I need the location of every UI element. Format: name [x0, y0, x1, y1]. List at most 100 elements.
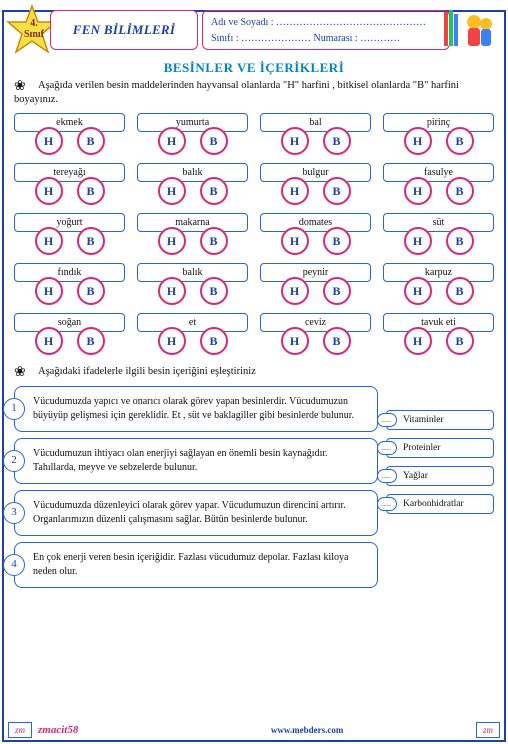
b-circle[interactable]: B: [200, 327, 228, 355]
b-circle[interactable]: B: [323, 177, 351, 205]
class-dots: …………………: [241, 33, 311, 44]
hb-row: H B: [158, 277, 228, 305]
b-circle[interactable]: B: [446, 227, 474, 255]
food-item: bulgur H B: [260, 163, 371, 205]
hb-row: H B: [35, 327, 105, 355]
food-item: soğan H B: [14, 313, 125, 355]
b-circle[interactable]: B: [77, 177, 105, 205]
h-circle[interactable]: H: [404, 227, 432, 255]
h-circle[interactable]: H: [35, 127, 63, 155]
h-circle[interactable]: H: [404, 177, 432, 205]
b-circle[interactable]: B: [446, 127, 474, 155]
h-circle[interactable]: H: [281, 227, 309, 255]
h-circle[interactable]: H: [281, 127, 309, 155]
b-circle[interactable]: B: [77, 327, 105, 355]
food-item: yoğurt H B: [14, 213, 125, 255]
answer-item: .....Proteinler: [386, 438, 494, 458]
h-circle[interactable]: H: [404, 127, 432, 155]
answer-circle[interactable]: .....: [377, 469, 397, 483]
h-circle[interactable]: H: [35, 277, 63, 305]
b-circle[interactable]: B: [77, 227, 105, 255]
h-circle[interactable]: H: [281, 177, 309, 205]
hb-row: H B: [404, 177, 474, 205]
hb-row: H B: [404, 277, 474, 305]
food-item: makarna H B: [137, 213, 248, 255]
hb-row: H B: [281, 227, 351, 255]
h-circle[interactable]: H: [281, 277, 309, 305]
answer-label: Vitaminler: [403, 415, 444, 425]
food-item: peynir H B: [260, 263, 371, 305]
food-item: balık H B: [137, 263, 248, 305]
food-item: süt H B: [383, 213, 494, 255]
match-left: 1Vücudumuzda yapıcı ve onarıcı olarak gö…: [14, 386, 378, 594]
answer-label: Karbonhidratlar: [403, 499, 464, 509]
hb-row: H B: [158, 227, 228, 255]
name-dots: ………………………………………: [276, 17, 426, 28]
match-number: 3: [3, 502, 25, 524]
match-text: En çok enerji veren besin içeriğidir. Fa…: [33, 551, 369, 578]
h-circle[interactable]: H: [281, 327, 309, 355]
instruction-2-text: Aşağıdaki ifadelerle ilgili besin içeriğ…: [38, 366, 256, 377]
b-circle[interactable]: B: [446, 277, 474, 305]
food-item: bal H B: [260, 113, 371, 155]
grade-num: 4.: [18, 18, 50, 29]
hb-row: H B: [158, 127, 228, 155]
h-circle[interactable]: H: [404, 277, 432, 305]
b-circle[interactable]: B: [323, 327, 351, 355]
h-circle[interactable]: H: [158, 227, 186, 255]
b-circle[interactable]: B: [200, 177, 228, 205]
match-number: 4: [3, 554, 25, 576]
subject-box: FEN BİLİMLERİ: [50, 10, 198, 50]
instruction-1-text: Aşağıda verilen besin maddelerinden hayv…: [14, 80, 459, 105]
h-circle[interactable]: H: [35, 177, 63, 205]
flower-icon: ❀: [14, 78, 30, 94]
h-circle[interactable]: H: [158, 127, 186, 155]
b-circle[interactable]: B: [200, 127, 228, 155]
answer-item: .....Vitaminler: [386, 410, 494, 430]
match-item: 3Vücudumuzda düzenleyici olarak görev ya…: [14, 490, 378, 536]
food-item: tereyağı H B: [14, 163, 125, 205]
flower-icon: ❀: [14, 364, 30, 380]
answer-circle[interactable]: .....: [377, 497, 397, 511]
hb-row: H B: [404, 227, 474, 255]
hb-row: H B: [158, 177, 228, 205]
hb-row: H B: [281, 177, 351, 205]
food-item: tavuk eti H B: [383, 313, 494, 355]
hb-row: H B: [158, 327, 228, 355]
hb-row: H B: [281, 277, 351, 305]
answer-circle[interactable]: .....: [377, 441, 397, 455]
h-circle[interactable]: H: [158, 277, 186, 305]
food-item: fasulye H B: [383, 163, 494, 205]
b-circle[interactable]: B: [323, 277, 351, 305]
h-circle[interactable]: H: [158, 177, 186, 205]
answer-label: Proteinler: [403, 443, 440, 453]
h-circle[interactable]: H: [404, 327, 432, 355]
hb-row: H B: [35, 277, 105, 305]
answer-circle[interactable]: .....: [377, 413, 397, 427]
class-label: Sınıfı :: [211, 33, 239, 44]
b-circle[interactable]: B: [446, 177, 474, 205]
food-item: pirinç H B: [383, 113, 494, 155]
h-circle[interactable]: H: [158, 327, 186, 355]
h-circle[interactable]: H: [35, 227, 63, 255]
content: ❀ Aşağıda verilen besin maddelerinden ha…: [0, 79, 508, 594]
b-circle[interactable]: B: [200, 277, 228, 305]
instruction-1: ❀ Aşağıda verilen besin maddelerinden ha…: [14, 79, 494, 107]
hb-row: H B: [281, 127, 351, 155]
match-number: 1: [3, 398, 25, 420]
match-item: 4En çok enerji veren besin içeriğidir. F…: [14, 542, 378, 588]
match-item: 1Vücudumuzda yapıcı ve onarıcı olarak gö…: [14, 386, 378, 432]
match-text: Vücudumuzda düzenleyici olarak görev yap…: [33, 499, 369, 526]
instruction-2: ❀ Aşağıdaki ifadelerle ilgili besin içer…: [14, 365, 494, 379]
match-number: 2: [3, 450, 25, 472]
hb-row: H B: [404, 127, 474, 155]
b-circle[interactable]: B: [323, 127, 351, 155]
b-circle[interactable]: B: [200, 227, 228, 255]
b-circle[interactable]: B: [77, 127, 105, 155]
b-circle[interactable]: B: [323, 227, 351, 255]
h-circle[interactable]: H: [35, 327, 63, 355]
subject-title: FEN BİLİMLERİ: [73, 22, 176, 38]
b-circle[interactable]: B: [77, 277, 105, 305]
pencils-kids-icon: [442, 8, 494, 52]
b-circle[interactable]: B: [446, 327, 474, 355]
